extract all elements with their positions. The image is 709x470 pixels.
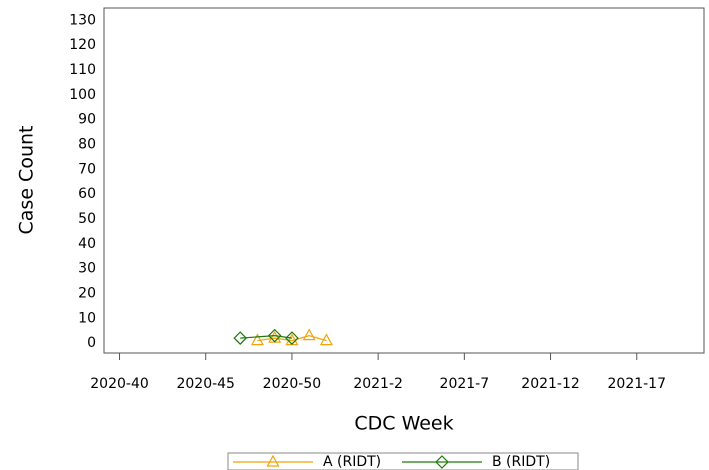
point <box>285 331 299 345</box>
legend-marker <box>266 454 280 467</box>
point <box>319 333 333 346</box>
x-tick-label: 2021-7 <box>440 376 490 392</box>
y-tick-label: 80 <box>78 137 96 153</box>
x-tick-label: 2020-40 <box>90 376 149 392</box>
y-axis-title: Case Count <box>16 126 38 235</box>
legend-label: B (RIDT) <box>492 454 550 470</box>
y-tick-label: 110 <box>69 62 96 78</box>
y-tick-label: 130 <box>69 12 96 28</box>
x-tick-label: 2021-12 <box>521 376 580 392</box>
series-line <box>240 335 293 339</box>
point <box>233 331 248 345</box>
y-tick-label: 120 <box>69 37 96 53</box>
plot-frame <box>103 7 705 354</box>
series-line <box>257 335 327 342</box>
y-tick-label: 30 <box>78 261 96 277</box>
y-tick-label: 20 <box>78 285 96 301</box>
legend-box <box>227 452 579 470</box>
y-tick-label: 90 <box>78 112 96 128</box>
point <box>250 333 264 346</box>
point <box>302 328 316 341</box>
x-axis-title: CDC Week <box>354 413 453 435</box>
y-tick-label: 100 <box>69 87 96 103</box>
y-tick-label: 10 <box>78 310 96 326</box>
x-tick-label: 2021-2 <box>353 376 403 392</box>
y-tick-label: 60 <box>78 186 96 202</box>
y-tick-label: 40 <box>78 236 96 252</box>
legend-marker <box>435 455 449 469</box>
y-tick-label: 70 <box>78 161 96 177</box>
legend-label: A (RIDT) <box>323 454 381 470</box>
x-tick-label: 2020-45 <box>176 376 235 392</box>
x-tick-label: 2021-17 <box>608 376 667 392</box>
x-tick-label: 2020-50 <box>263 376 322 392</box>
y-tick-label: 0 <box>87 335 96 351</box>
point <box>267 328 282 343</box>
y-tick-label: 50 <box>78 211 96 227</box>
